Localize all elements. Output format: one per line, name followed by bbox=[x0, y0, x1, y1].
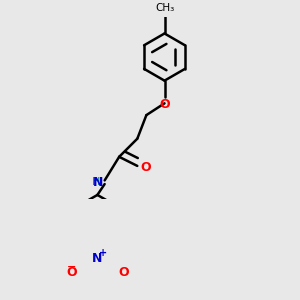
Text: −: − bbox=[66, 262, 76, 272]
Text: H: H bbox=[92, 177, 100, 187]
Text: CH₃: CH₃ bbox=[155, 3, 174, 13]
Text: N: N bbox=[92, 252, 103, 265]
Text: O: O bbox=[66, 266, 76, 278]
Text: O: O bbox=[140, 161, 151, 174]
Text: O: O bbox=[118, 266, 129, 278]
Text: +: + bbox=[99, 248, 107, 258]
Text: O: O bbox=[159, 98, 170, 111]
Text: N: N bbox=[93, 176, 104, 189]
